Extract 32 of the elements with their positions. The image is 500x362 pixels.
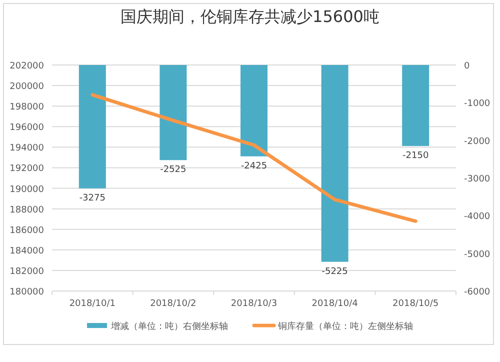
x-tick-label: 2018/10/4 <box>312 299 358 309</box>
y2-tick-label: -2000 <box>464 136 490 147</box>
y-tick-label: 200000 <box>10 82 44 92</box>
y-tick-label: 198000 <box>10 102 44 113</box>
x-tick-label: 2018/10/1 <box>69 299 116 309</box>
y-tick-label: 194000 <box>10 144 44 154</box>
y-tick-label: 196000 <box>10 123 44 134</box>
y-tick-label: 180000 <box>10 288 44 298</box>
data-label: -2425 <box>240 161 268 172</box>
legend-label: 铜库存量（单位：吨）左侧坐标轴 <box>277 321 413 332</box>
chart-title: 国庆期间，伦铜库存共减少15600吨 <box>120 7 380 26</box>
y-tick-label: 202000 <box>10 62 44 72</box>
legend-label: 增减（单位：吨）右侧坐标轴 <box>110 321 228 332</box>
x-tick-label: 2018/10/3 <box>230 299 278 309</box>
y-tick-label: 192000 <box>10 164 44 174</box>
y2-tick-label: 0 <box>464 62 470 72</box>
y2-tick-label: -4000 <box>464 212 490 222</box>
y-tick-label: 184000 <box>10 246 44 256</box>
y2-tick-label: -5000 <box>464 250 490 260</box>
y-tick-label: 186000 <box>10 226 44 236</box>
y-tick-label: 188000 <box>10 205 44 216</box>
data-label: -2150 <box>402 150 429 161</box>
data-label: -3275 <box>79 193 106 204</box>
data-label: -2525 <box>160 165 186 176</box>
y-tick-label: 182000 <box>10 266 44 277</box>
data-label: -5225 <box>322 266 348 277</box>
y2-tick-label: -6000 <box>464 288 490 298</box>
x-tick-label: 2018/10/2 <box>150 299 196 309</box>
y2-tick-label: -3000 <box>464 174 490 184</box>
x-tick-label: 2018/10/5 <box>392 299 439 309</box>
y2-tick-label: -1000 <box>464 99 490 110</box>
y-tick-label: 190000 <box>10 184 44 195</box>
